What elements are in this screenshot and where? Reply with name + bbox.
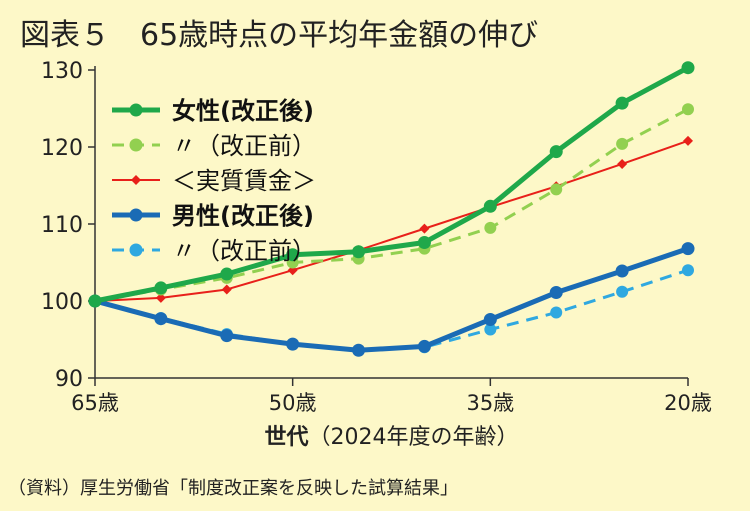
data-point [549,286,563,300]
data-point [550,183,563,196]
data-point [483,312,497,326]
series-line [94,139,689,302]
legend-item: 男性(改正後) [112,202,314,230]
data-point-diamond [617,158,628,169]
data-point-diamond [419,223,430,234]
data-point [484,221,497,234]
series-line [94,65,690,304]
data-point-diamond [221,284,232,295]
legend-label: 女性(改正後) [172,97,314,125]
data-point [220,329,234,343]
series-0 [88,61,695,308]
x-tick-label: 35歳 [466,391,514,415]
data-point [484,323,497,336]
data-point [615,96,629,110]
data-point [549,145,563,159]
series-3 [88,242,695,357]
legend-swatch-marker [129,243,143,257]
x-tick-label: 20歳 [664,391,712,415]
legend-swatch-marker [129,208,143,222]
legend-item: 女性(改正後) [112,97,314,125]
data-point [352,245,366,259]
source-note: （資料）厚生労働省「制度改正案を反映した試算結果」 [8,478,458,499]
y-tick-label: 100 [41,290,83,315]
data-point [615,264,629,278]
x-tick-label: 65歳 [71,391,119,415]
data-point [681,242,695,256]
data-point [154,312,168,326]
x-axis-title-rest: （2024年度の年齢） [309,425,519,450]
data-point [616,285,629,298]
legend-item: 〃（改正前） [112,132,316,160]
legend-swatch-marker [129,138,143,152]
x-axis-title-bold: 世代 [264,425,308,450]
legend-label: ＜実質賃金＞ [172,167,316,195]
y-tick-label: 130 [41,59,83,84]
data-point [681,61,695,75]
data-point [220,267,234,281]
data-point [286,337,300,351]
y-tick-label: 90 [55,367,83,392]
data-point-diamond [155,292,166,303]
legend-swatch-marker [131,175,141,185]
data-point [352,343,366,357]
legend-label: 〃（改正前） [172,237,316,265]
data-point [682,264,694,277]
data-point [286,248,300,262]
y-tick-label: 120 [41,136,83,161]
chart-title: 図表５ 65歳時点の平均年金額の伸び [20,18,539,53]
series-line [94,107,689,303]
x-axis-title: 世代（2024年度の年齢） [264,425,518,450]
data-point [154,281,168,295]
data-point [550,306,563,319]
data-point [616,137,629,150]
legend-item: 〃（改正前） [112,237,316,265]
data-point [88,294,102,308]
data-point [417,339,431,353]
series-line [94,246,689,353]
legend-item: ＜実質賃金＞ [112,167,316,195]
legend-label: 男性(改正後) [172,202,314,230]
data-point [682,103,694,116]
legend-swatch-marker [129,103,143,117]
data-point-diamond [683,135,693,146]
x-tick-label: 50歳 [269,391,317,415]
legend-label: 〃（改正前） [172,132,316,160]
data-point [483,199,497,213]
data-point [417,235,431,249]
y-tick-label: 110 [41,213,83,238]
